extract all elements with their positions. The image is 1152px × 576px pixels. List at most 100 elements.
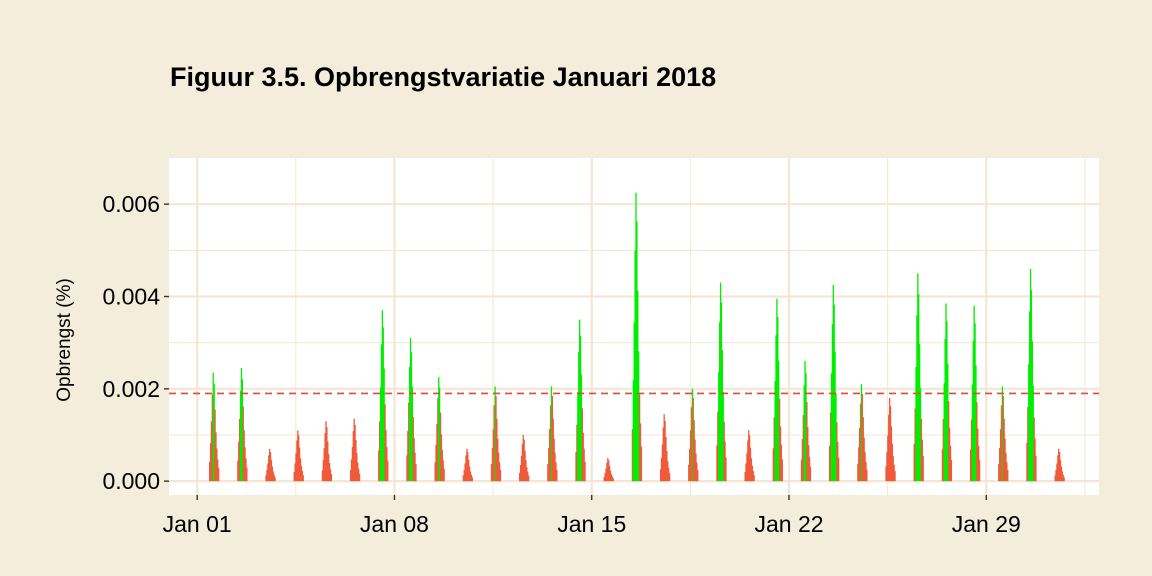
bar: [294, 463, 296, 482]
bar: [863, 437, 865, 482]
bar: [441, 449, 443, 482]
bar: [412, 416, 414, 482]
bar: [241, 379, 244, 482]
bar: [943, 383, 945, 482]
bar: [213, 383, 215, 482]
bar: [519, 472, 521, 482]
bar: [355, 440, 357, 482]
bar: [328, 463, 331, 482]
bar: [379, 387, 382, 482]
bar: [578, 351, 580, 482]
bar: [689, 430, 692, 482]
bar: [575, 452, 577, 482]
bar: [634, 250, 636, 482]
bar: [865, 461, 867, 482]
x-tick-label: Jan 08: [360, 511, 429, 537]
bar: [861, 393, 864, 482]
bar: [749, 447, 752, 482]
bar: [1006, 462, 1008, 482]
bar: [913, 443, 915, 482]
bar: [382, 327, 384, 482]
bar: [378, 450, 380, 482]
bar: [666, 451, 668, 482]
bar: [327, 441, 329, 482]
bar: [1029, 268, 1032, 482]
bar: [609, 470, 612, 482]
bar: [805, 373, 807, 482]
bar: [781, 459, 783, 482]
bar: [328, 454, 330, 482]
bar: [434, 462, 436, 482]
y-tick-label: 0.006: [102, 191, 160, 217]
bar: [443, 468, 445, 482]
bar: [890, 426, 893, 482]
bar: [806, 401, 808, 482]
bar: [524, 450, 526, 482]
bar: [606, 462, 608, 482]
bar: [888, 414, 890, 482]
bar: [941, 449, 944, 482]
bar: [809, 466, 812, 482]
bar: [407, 431, 409, 482]
bar: [950, 459, 953, 482]
bar: [829, 445, 831, 482]
bar: [605, 468, 607, 482]
bar: [273, 474, 275, 482]
bar: [808, 457, 811, 482]
bar: [494, 386, 496, 482]
bar: [385, 429, 387, 482]
bar: [240, 368, 243, 482]
bar: [415, 463, 417, 482]
bar: [326, 427, 328, 482]
bar: [268, 455, 270, 482]
bar: [297, 430, 299, 482]
bar: [578, 319, 581, 482]
bar: [490, 464, 493, 482]
bar: [463, 469, 465, 482]
bar: [1007, 469, 1009, 482]
bar: [638, 394, 641, 482]
bar: [885, 466, 887, 482]
bar: [577, 392, 579, 482]
bar: [1000, 405, 1003, 482]
bar: [944, 338, 946, 482]
bar: [550, 386, 553, 482]
bar: [243, 430, 245, 482]
bar: [999, 448, 1001, 482]
bar: [917, 273, 919, 482]
bar: [411, 386, 413, 482]
bar: [442, 460, 444, 482]
bar: [526, 467, 528, 482]
bar: [1030, 290, 1033, 482]
bar: [859, 427, 861, 482]
bar: [436, 424, 438, 482]
bar: [836, 422, 838, 482]
bar: [857, 463, 859, 482]
bar: [773, 417, 775, 482]
bar: [325, 421, 327, 482]
bar: [942, 418, 944, 482]
bar: [381, 310, 384, 482]
bar: [549, 405, 552, 482]
bar: [1005, 452, 1007, 482]
bar: [523, 439, 525, 482]
bar: [692, 398, 694, 482]
bar: [976, 402, 978, 482]
x-tick-label: Jan 29: [952, 511, 1021, 537]
bar: [299, 458, 302, 482]
bar: [300, 465, 303, 482]
bar: [470, 474, 473, 482]
bar: [720, 302, 723, 482]
bar: [803, 385, 805, 482]
y-tick-label: 0.004: [102, 283, 160, 309]
bar: [265, 475, 267, 482]
bar: [776, 298, 778, 482]
bar: [719, 322, 721, 482]
bar: [808, 445, 810, 482]
bar: [747, 440, 749, 482]
bar: [607, 458, 609, 482]
bar: [350, 459, 353, 482]
bar: [664, 420, 666, 482]
bar: [438, 387, 441, 482]
bar: [216, 448, 218, 482]
